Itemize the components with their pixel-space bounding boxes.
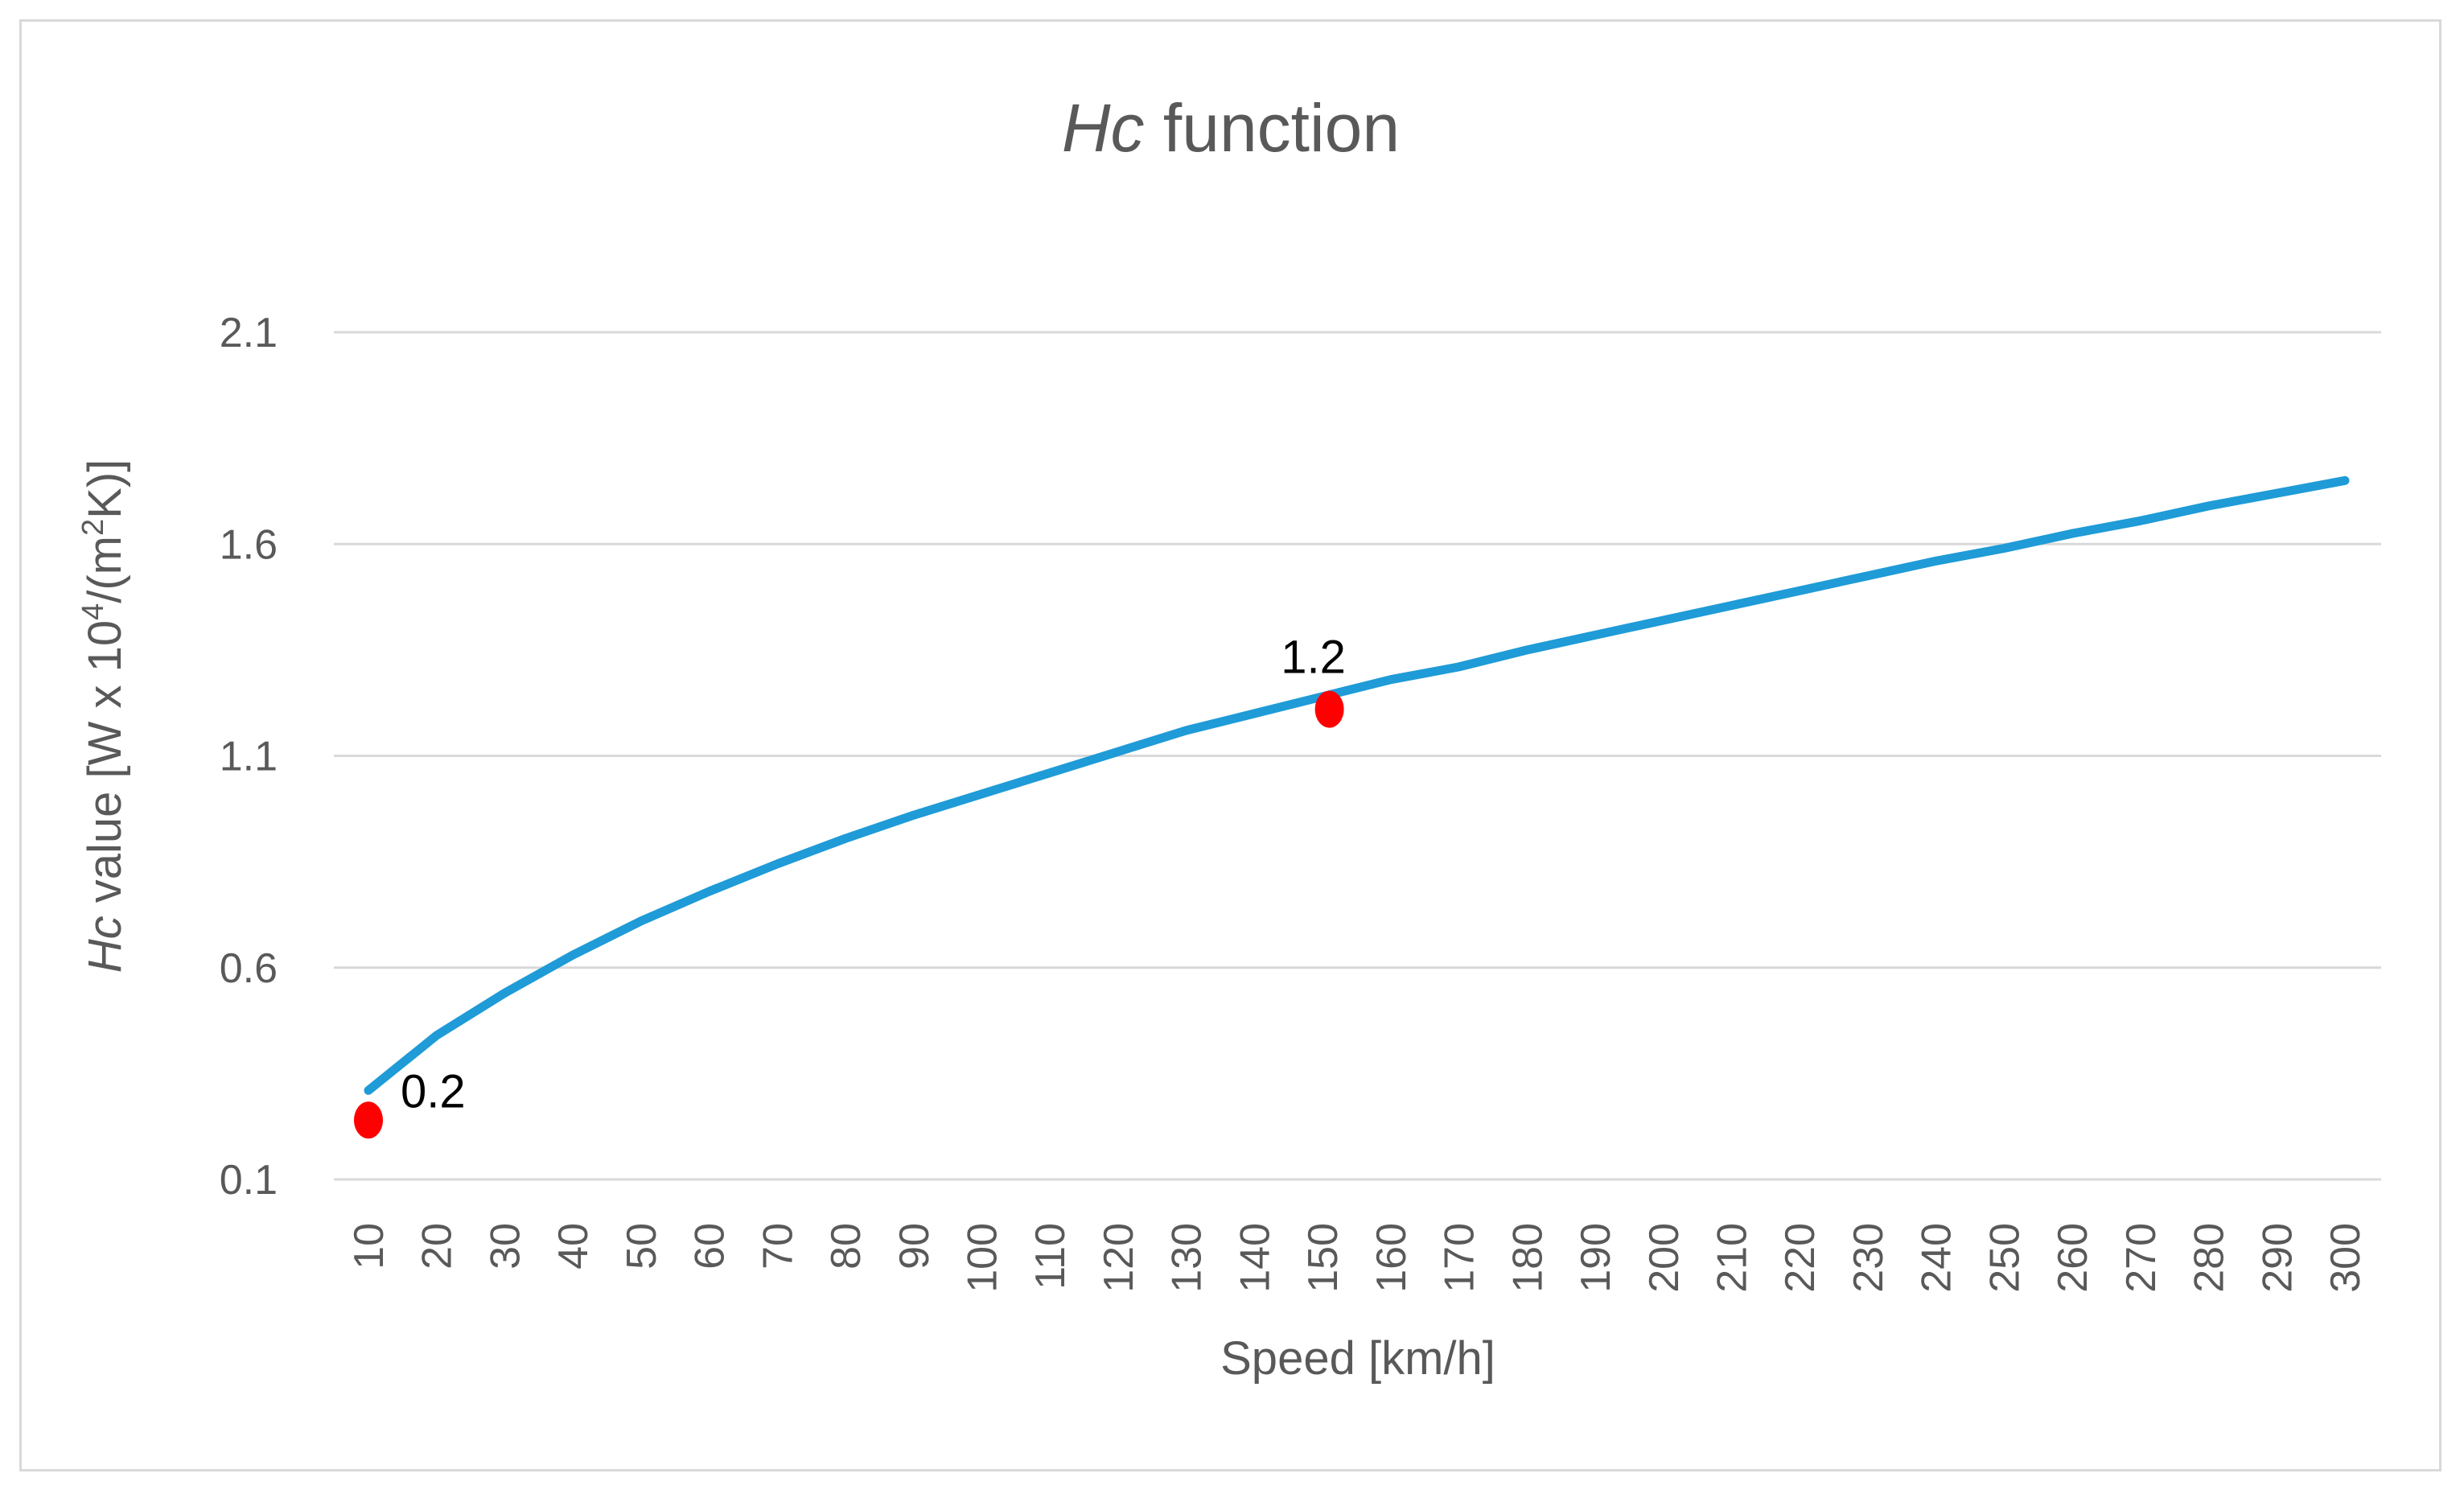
x-tick-label: 200 <box>1641 1223 1688 1293</box>
x-tick-label: 190 <box>1573 1223 1619 1293</box>
y-tick-label: 0.6 <box>220 945 278 992</box>
x-tick-label: 80 <box>823 1223 870 1270</box>
x-tick-label: 240 <box>1914 1223 1960 1293</box>
x-tick-label: 130 <box>1164 1223 1211 1293</box>
x-tick-label: 280 <box>2186 1223 2233 1293</box>
x-tick-label: 70 <box>755 1223 801 1270</box>
series-line-hc <box>364 475 2350 1095</box>
x-tick-label: 30 <box>482 1223 529 1270</box>
y-tick-label: 2.1 <box>220 310 278 356</box>
x-tick-labels: 10 20 30 40 50 60 70 80 90 100 110 120 130 140 150 160 1… <box>346 1223 2369 1293</box>
chart-title-italic: Hc <box>1062 90 1145 166</box>
y-axis-title-part2: /(m <box>79 536 131 603</box>
series-layer <box>364 475 2350 1095</box>
marker-data-label: 1.2 <box>1281 632 1346 684</box>
x-tick-label: 140 <box>1232 1223 1278 1293</box>
x-tick-label: 250 <box>1981 1223 2028 1293</box>
x-tick-label: 50 <box>619 1223 665 1270</box>
x-tick-label: 290 <box>2254 1223 2301 1293</box>
x-tick-label: 180 <box>1504 1223 1551 1293</box>
highlight-marker <box>354 1101 383 1139</box>
highlight-marker <box>1314 690 1344 728</box>
x-tick-label: 150 <box>1300 1223 1347 1293</box>
y-axis-title-italic: Hc <box>79 916 131 973</box>
y-axis-title-part3: K)] <box>79 459 131 519</box>
x-tick-label: 300 <box>2322 1223 2369 1293</box>
marker-layer: 0.2 1.2 <box>354 632 1346 1139</box>
x-tick-label: 270 <box>2118 1223 2165 1293</box>
x-tick-label: 220 <box>1777 1223 1824 1293</box>
y-tick-label: 1.1 <box>220 734 278 780</box>
chart-frame <box>19 19 2441 1471</box>
x-tick-label: 40 <box>550 1223 597 1270</box>
x-tick-label: 210 <box>1709 1223 1755 1293</box>
x-tick-label: 20 <box>414 1223 461 1270</box>
chart-title: Hc function <box>1062 90 1400 166</box>
y-axis-title-sup1: 4 <box>76 603 110 620</box>
y-tick-label: 1.6 <box>220 521 278 568</box>
x-tick-label: 10 <box>346 1223 393 1270</box>
x-tick-label: 260 <box>2050 1223 2096 1293</box>
x-tick-label: 170 <box>1437 1223 1483 1293</box>
grid-lines <box>334 331 2381 1181</box>
x-tick-label: 160 <box>1368 1223 1415 1293</box>
x-tick-label: 110 <box>1027 1223 1074 1290</box>
x-tick-label: 100 <box>960 1223 1006 1293</box>
y-axis-title-part1: value [W x 10 <box>79 620 131 916</box>
x-tick-label: 120 <box>1096 1223 1142 1293</box>
chart-title-rest: function <box>1145 90 1401 166</box>
y-tick-labels: 0.1 0.6 1.1 1.6 2.1 <box>220 310 278 1204</box>
y-axis-title: Hc value [W x 104/(m2K)] <box>76 459 131 973</box>
x-tick-label: 90 <box>891 1223 938 1270</box>
y-tick-label: 0.1 <box>220 1157 278 1204</box>
x-axis-title: Speed [km/h] <box>1220 1332 1495 1385</box>
x-tick-label: 60 <box>687 1223 734 1270</box>
x-tick-label: 230 <box>1845 1223 1892 1293</box>
y-axis-title-sup2: 2 <box>76 519 110 536</box>
marker-data-label: 0.2 <box>401 1065 466 1117</box>
